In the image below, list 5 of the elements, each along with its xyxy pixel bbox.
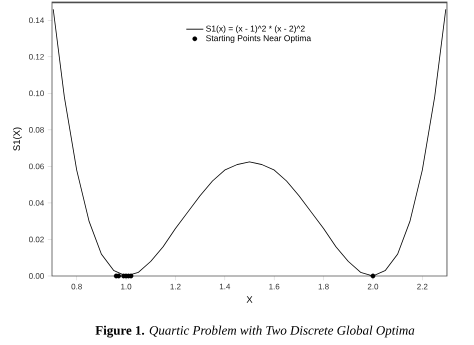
x-axis-title: X	[246, 296, 252, 303]
y-axis-title: S1(X)	[13, 127, 22, 151]
legend-label: S1(x) = (x - 1)^2 * (x - 2)^2	[206, 25, 305, 34]
legend-label: Starting Points Near Optima	[206, 34, 312, 43]
text: Figure 1. Quartic Problem with Two Discrete Global Optima	[95, 326, 414, 338]
